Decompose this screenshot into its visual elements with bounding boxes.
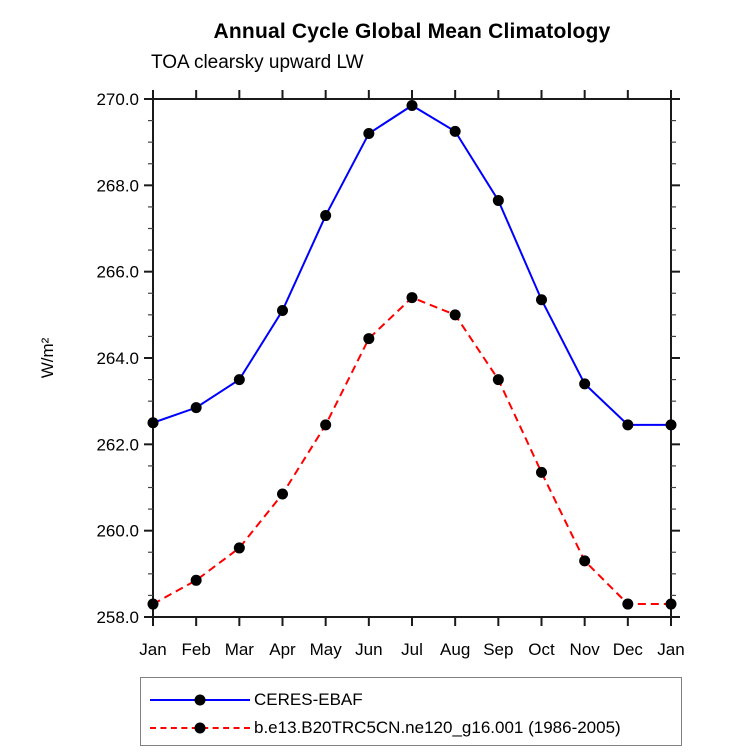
data-point-series-0	[492, 194, 504, 206]
legend-line-sample-dashed	[150, 722, 250, 734]
legend-label: b.e13.B20TRC5CN.ne120_g16.001 (1986-2005…	[254, 718, 621, 737]
x-tick-label: Sep	[483, 640, 513, 659]
x-tick-label: Jan	[657, 640, 684, 659]
data-point-series-1	[536, 466, 547, 478]
data-point-series-1	[320, 419, 332, 431]
legend-marker-dot	[194, 694, 206, 706]
data-point-series-0	[190, 402, 202, 414]
data-point-series-1	[363, 333, 375, 345]
y-tick-label: 260.0	[96, 522, 139, 541]
legend-label: CERES-EBAF	[254, 690, 363, 709]
legend-item-ceres-ebaf: CERES-EBAF	[141, 686, 681, 714]
data-point-series-0	[233, 374, 245, 386]
legend-line-sample-solid	[150, 694, 250, 706]
y-tick-label: 270.0	[96, 90, 139, 109]
x-tick-label: Nov	[570, 640, 601, 659]
data-point-series-1	[622, 598, 634, 610]
y-tick-label: 262.0	[96, 435, 139, 454]
x-tick-label: Aug	[440, 640, 470, 659]
legend-item-model: b.e13.B20TRC5CN.ne120_g16.001 (1986-2005…	[141, 714, 681, 742]
series-line-1	[152, 296, 671, 606]
data-point-series-1	[190, 574, 202, 586]
data-point-series-0	[147, 417, 159, 429]
series-line-0	[152, 104, 671, 426]
chart-subtitle: TOA clearsky upward LW	[151, 52, 364, 73]
legend: CERES-EBAF b.e13.B20TRC5CN.ne120_g16.001…	[140, 677, 682, 746]
x-tick-label: Apr	[269, 640, 296, 659]
x-tick-label: Oct	[528, 640, 555, 659]
y-tick-label: 268.0	[96, 176, 139, 195]
x-tick-label: Jun	[355, 640, 382, 659]
x-tick-label: Jul	[401, 640, 423, 659]
axis-frame	[152, 98, 672, 618]
data-point-series-1	[449, 309, 461, 321]
data-point-series-1	[579, 555, 591, 567]
data-point-series-1	[406, 292, 418, 304]
data-point-series-1	[277, 488, 288, 500]
data-point-series-0	[406, 99, 418, 111]
x-tick-label: Feb	[182, 640, 211, 659]
x-tick-label: Mar	[225, 640, 255, 659]
data-point-series-0	[277, 305, 288, 317]
chart-title: Annual Cycle Global Mean Climatology	[213, 20, 611, 43]
data-point-series-1	[233, 542, 245, 554]
data-point-series-0	[536, 294, 547, 306]
data-point-series-0	[320, 210, 332, 222]
data-point-series-1	[665, 598, 677, 610]
y-tick-label: 258.0	[96, 608, 139, 627]
y-tick-label: 264.0	[96, 349, 139, 368]
legend-marker-dot	[194, 722, 206, 734]
x-tick-label: Jan	[139, 640, 166, 659]
data-point-series-0	[449, 125, 461, 137]
data-point-series-0	[363, 128, 375, 140]
x-tick-label: May	[310, 640, 343, 659]
x-tick-label: Dec	[613, 640, 644, 659]
data-point-series-1	[147, 598, 159, 610]
y-tick-label: 266.0	[96, 263, 139, 282]
data-point-series-0	[622, 419, 634, 431]
data-point-series-1	[492, 374, 504, 386]
data-point-series-0	[665, 419, 677, 431]
data-point-series-0	[579, 378, 591, 390]
